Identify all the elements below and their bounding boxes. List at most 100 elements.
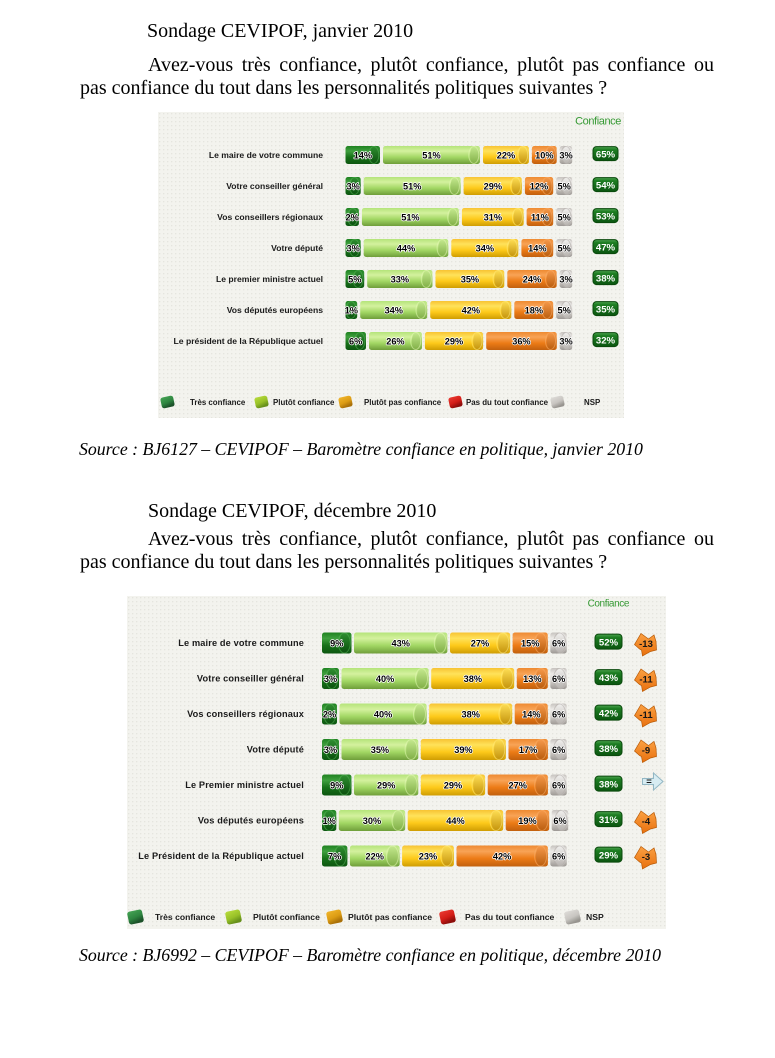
svg-text:3%: 3% <box>559 151 572 161</box>
svg-text:NSP: NSP <box>586 912 604 922</box>
svg-text:-11: -11 <box>639 710 653 721</box>
svg-text:12%: 12% <box>530 182 548 192</box>
svg-text:Confiance: Confiance <box>575 116 621 128</box>
svg-text:Votre conseiller général: Votre conseiller général <box>226 181 323 191</box>
svg-text:27%: 27% <box>471 639 489 649</box>
svg-text:39%: 39% <box>454 745 472 755</box>
svg-text:Très confiance: Très confiance <box>190 398 246 407</box>
svg-text:Le Président de la République: Le Président de la République actuel <box>138 851 304 861</box>
svg-text:Pas du tout confiance: Pas du tout confiance <box>465 912 555 922</box>
svg-text:38%: 38% <box>464 674 482 684</box>
svg-text:-3: -3 <box>642 852 650 863</box>
svg-text:19%: 19% <box>518 816 536 826</box>
svg-text:5%: 5% <box>558 244 571 254</box>
svg-text:3%: 3% <box>559 337 572 347</box>
svg-text:17%: 17% <box>519 745 537 755</box>
svg-text:Pas du tout confiance: Pas du tout confiance <box>466 398 549 407</box>
svg-text:Vos conseillers régionaux: Vos conseillers régionaux <box>217 212 323 222</box>
svg-text:Le président de la République: Le président de la République actuel <box>174 336 323 346</box>
svg-text:22%: 22% <box>366 852 384 862</box>
svg-text:52%: 52% <box>599 638 619 649</box>
svg-text:Très confiance: Très confiance <box>155 912 215 922</box>
svg-text:NSP: NSP <box>584 398 600 407</box>
svg-text:23%: 23% <box>419 852 437 862</box>
svg-text:Votre député: Votre député <box>247 745 304 755</box>
svg-text:9%: 9% <box>330 639 343 649</box>
svg-text:42%: 42% <box>462 306 480 316</box>
svg-text:31%: 31% <box>484 213 502 223</box>
svg-text:5%: 5% <box>558 182 571 192</box>
svg-text:38%: 38% <box>599 780 619 791</box>
svg-text:42%: 42% <box>493 852 511 862</box>
svg-text:-13: -13 <box>639 639 653 650</box>
svg-text:3%: 3% <box>346 244 359 254</box>
svg-text:14%: 14% <box>528 244 546 254</box>
svg-text:6%: 6% <box>552 745 565 755</box>
svg-text:-4: -4 <box>642 817 651 828</box>
svg-text:Vos conseillers régionaux: Vos conseillers régionaux <box>187 709 305 719</box>
svg-text:6%: 6% <box>552 674 565 684</box>
svg-text:15%: 15% <box>521 639 539 649</box>
svg-text:34%: 34% <box>385 306 403 316</box>
svg-text:6%: 6% <box>553 816 566 826</box>
svg-text:29%: 29% <box>377 781 395 791</box>
svg-text:13%: 13% <box>523 674 541 684</box>
svg-text:43%: 43% <box>392 639 410 649</box>
svg-text:5%: 5% <box>558 306 571 316</box>
svg-text:38%: 38% <box>599 744 619 755</box>
svg-text:35%: 35% <box>596 305 616 316</box>
svg-text:38%: 38% <box>596 274 616 285</box>
svg-text:3%: 3% <box>559 275 572 285</box>
svg-text:2%: 2% <box>346 213 359 223</box>
svg-text:6%: 6% <box>552 781 565 791</box>
svg-text:40%: 40% <box>374 710 392 720</box>
svg-text:18%: 18% <box>525 306 543 316</box>
svg-text:51%: 51% <box>422 151 440 161</box>
svg-text:Le maire de votre commune: Le maire de votre commune <box>209 150 323 160</box>
svg-text:Plutôt confiance: Plutôt confiance <box>253 912 320 922</box>
svg-text:35%: 35% <box>371 745 389 755</box>
svg-text:5%: 5% <box>348 275 361 285</box>
svg-text:44%: 44% <box>397 244 415 254</box>
svg-text:7%: 7% <box>328 852 341 862</box>
svg-text:6%: 6% <box>552 639 565 649</box>
svg-text:27%: 27% <box>509 781 527 791</box>
svg-text:38%: 38% <box>462 710 480 720</box>
svg-text:34%: 34% <box>476 244 494 254</box>
svg-text:6%: 6% <box>349 337 362 347</box>
svg-text:43%: 43% <box>599 673 619 684</box>
svg-text:Plutôt pas confiance: Plutôt pas confiance <box>348 912 432 922</box>
svg-text:36%: 36% <box>512 337 530 347</box>
svg-text:44%: 44% <box>446 816 464 826</box>
svg-text:Confiance: Confiance <box>588 599 630 610</box>
svg-text:54%: 54% <box>596 181 616 192</box>
svg-text:33%: 33% <box>391 275 409 285</box>
svg-text:11%: 11% <box>531 213 549 223</box>
svg-text:42%: 42% <box>599 709 619 720</box>
svg-text:14%: 14% <box>522 710 540 720</box>
svg-text:51%: 51% <box>403 182 421 192</box>
svg-text:51%: 51% <box>401 213 419 223</box>
svg-text:Votre conseiller général: Votre conseiller général <box>197 674 304 684</box>
svg-text:53%: 53% <box>596 212 616 223</box>
svg-text:31%: 31% <box>599 815 619 826</box>
svg-text:Le Premier ministre actuel: Le Premier ministre actuel <box>185 780 304 790</box>
svg-text:Vos députés européens: Vos députés européens <box>198 816 304 826</box>
svg-text:29%: 29% <box>484 182 502 192</box>
svg-text:29%: 29% <box>444 781 462 791</box>
svg-text:32%: 32% <box>596 336 616 347</box>
svg-text:Le maire de votre commune: Le maire de votre commune <box>178 638 304 648</box>
svg-text:14%: 14% <box>354 151 372 161</box>
svg-text:Plutôt confiance: Plutôt confiance <box>273 398 335 407</box>
svg-text:2%: 2% <box>323 710 336 720</box>
svg-text:47%: 47% <box>596 243 616 254</box>
svg-text:30%: 30% <box>363 816 381 826</box>
svg-text:65%: 65% <box>596 150 616 161</box>
svg-text:10%: 10% <box>535 151 553 161</box>
svg-text:-11: -11 <box>639 675 653 686</box>
svg-text:1%: 1% <box>323 816 336 826</box>
svg-text:=: = <box>646 777 652 788</box>
svg-text:40%: 40% <box>376 674 394 684</box>
svg-text:24%: 24% <box>523 275 541 285</box>
svg-text:22%: 22% <box>497 151 515 161</box>
